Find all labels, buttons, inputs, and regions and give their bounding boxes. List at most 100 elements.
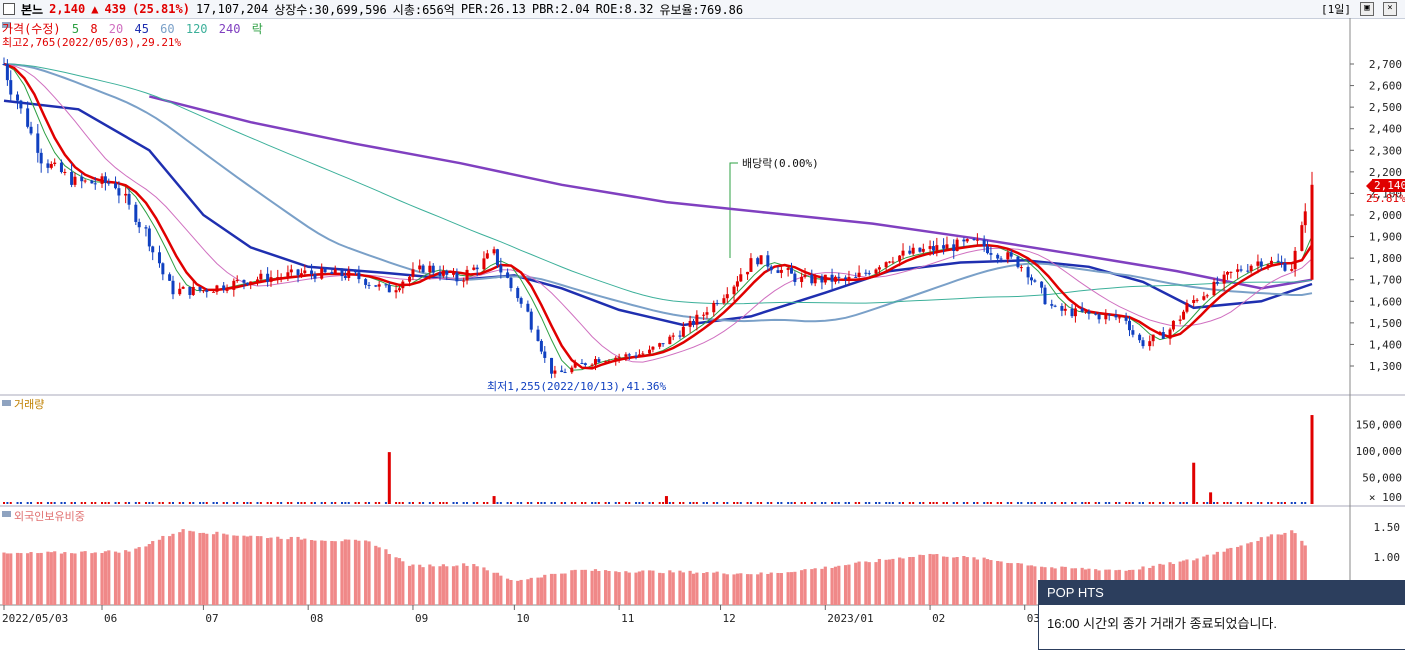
foreign-bar — [53, 551, 57, 605]
volume-bar — [1229, 502, 1232, 504]
foreign-panel-title: 외국인보유비중 — [14, 510, 85, 523]
foreign-bar — [323, 540, 327, 605]
foreign-bar — [100, 553, 104, 605]
candle-body — [691, 320, 695, 325]
candle-body — [671, 335, 675, 337]
foreign-bar — [695, 572, 699, 605]
volume-bar — [530, 502, 533, 504]
volume-bar — [1226, 502, 1229, 504]
volume-bar — [526, 502, 529, 504]
foreign-bar — [597, 570, 601, 605]
foreign-bar — [627, 572, 631, 605]
foreign-bar — [151, 541, 155, 605]
foreign-bar — [996, 560, 1000, 605]
ma60-legend: 60 — [160, 22, 174, 36]
candle-body — [975, 239, 979, 241]
foreign-bar — [320, 540, 324, 605]
volume-bar — [891, 502, 894, 504]
volume-bar — [354, 502, 357, 504]
candle-body — [563, 372, 567, 374]
candle-body — [59, 162, 63, 173]
volume-bar — [90, 502, 93, 504]
period-selector[interactable]: [1일] — [1321, 3, 1351, 16]
foreign-bar — [661, 573, 665, 605]
candle-body — [354, 270, 358, 273]
foreign-bar — [989, 560, 993, 605]
volume-bar — [736, 502, 739, 504]
x-tick-label: 11 — [621, 612, 634, 625]
price-tick-label: 2,300 — [1369, 144, 1402, 157]
foreign-bar — [641, 570, 645, 605]
foreign-bar — [1303, 545, 1307, 605]
high-annotation: 최고2,765(2022/05/03),29.21% — [2, 36, 182, 49]
volume-bar — [594, 502, 597, 504]
foreign-bar — [137, 547, 141, 605]
foreign-bar — [2, 552, 6, 605]
foreign-bar — [364, 540, 368, 605]
volume-bar — [30, 502, 33, 504]
volume-bar — [117, 502, 120, 504]
volume-bar — [246, 502, 249, 504]
x-tick-label: 2022/05/03 — [2, 612, 68, 625]
volume-bar — [1040, 502, 1043, 504]
candle-body — [786, 268, 790, 270]
volume-bar — [776, 502, 779, 504]
volume-bar — [1108, 502, 1111, 504]
candle-body — [536, 329, 540, 341]
foreign-bar — [843, 565, 848, 605]
close-icon[interactable]: × — [1383, 2, 1397, 16]
candle-body — [739, 274, 743, 282]
candle-body — [222, 285, 226, 290]
volume-bar — [364, 502, 367, 504]
volume-bar — [256, 502, 259, 504]
volume-bar — [378, 502, 381, 504]
candle-body — [472, 267, 476, 270]
notification-popup[interactable]: POP HTS 16:00 시간외 종가 거래가 종료되었습니다. — [1038, 580, 1405, 650]
foreign-bar — [472, 564, 476, 605]
volume-bar — [1087, 502, 1090, 504]
candle-body — [46, 163, 50, 168]
volume-bar — [439, 502, 441, 504]
foreign-bar — [1246, 543, 1250, 605]
candle-body — [580, 362, 584, 364]
volume-bar — [604, 502, 607, 504]
candle-body — [212, 291, 216, 293]
foreign-bar — [377, 547, 381, 605]
candle-body — [90, 180, 94, 184]
volume-bar — [1118, 502, 1121, 504]
volume-bar — [158, 502, 161, 504]
panel-toggle-icon[interactable] — [2, 511, 11, 517]
candle-body — [604, 361, 608, 363]
foreign-bar — [1225, 548, 1230, 605]
panel-toggle-icon[interactable] — [2, 22, 11, 28]
foreign-bar — [624, 571, 628, 605]
candle-body — [516, 288, 520, 299]
candle-body — [320, 268, 324, 279]
foreign-bar — [867, 562, 871, 605]
volume-bar — [658, 502, 661, 504]
volume-bar — [1290, 502, 1293, 504]
candle-body — [800, 276, 804, 282]
restore-icon[interactable]: ▣ — [1360, 2, 1374, 16]
price-legend-label: 가격(수정) — [2, 22, 61, 36]
checkbox[interactable] — [3, 3, 15, 15]
volume-bar — [580, 502, 583, 504]
foreign-bar — [205, 533, 209, 605]
candle-body — [232, 280, 236, 290]
foreign-bar — [691, 573, 696, 605]
volume-bar — [1071, 502, 1074, 504]
candle-body — [452, 272, 456, 275]
foreign-bar — [712, 572, 716, 605]
panel-toggle-icon[interactable] — [2, 400, 11, 406]
foreign-bar — [526, 579, 530, 605]
foreign-bar — [269, 537, 273, 605]
stock-name[interactable]: 본느 — [21, 2, 44, 17]
volume-bar — [270, 502, 273, 504]
foreign-bar — [1026, 565, 1030, 605]
candle-body — [499, 265, 503, 273]
volume-bar — [188, 502, 191, 504]
foreign-bar — [1229, 547, 1233, 605]
price-tick-label: 2,700 — [1369, 58, 1402, 71]
candle-body — [874, 269, 878, 274]
